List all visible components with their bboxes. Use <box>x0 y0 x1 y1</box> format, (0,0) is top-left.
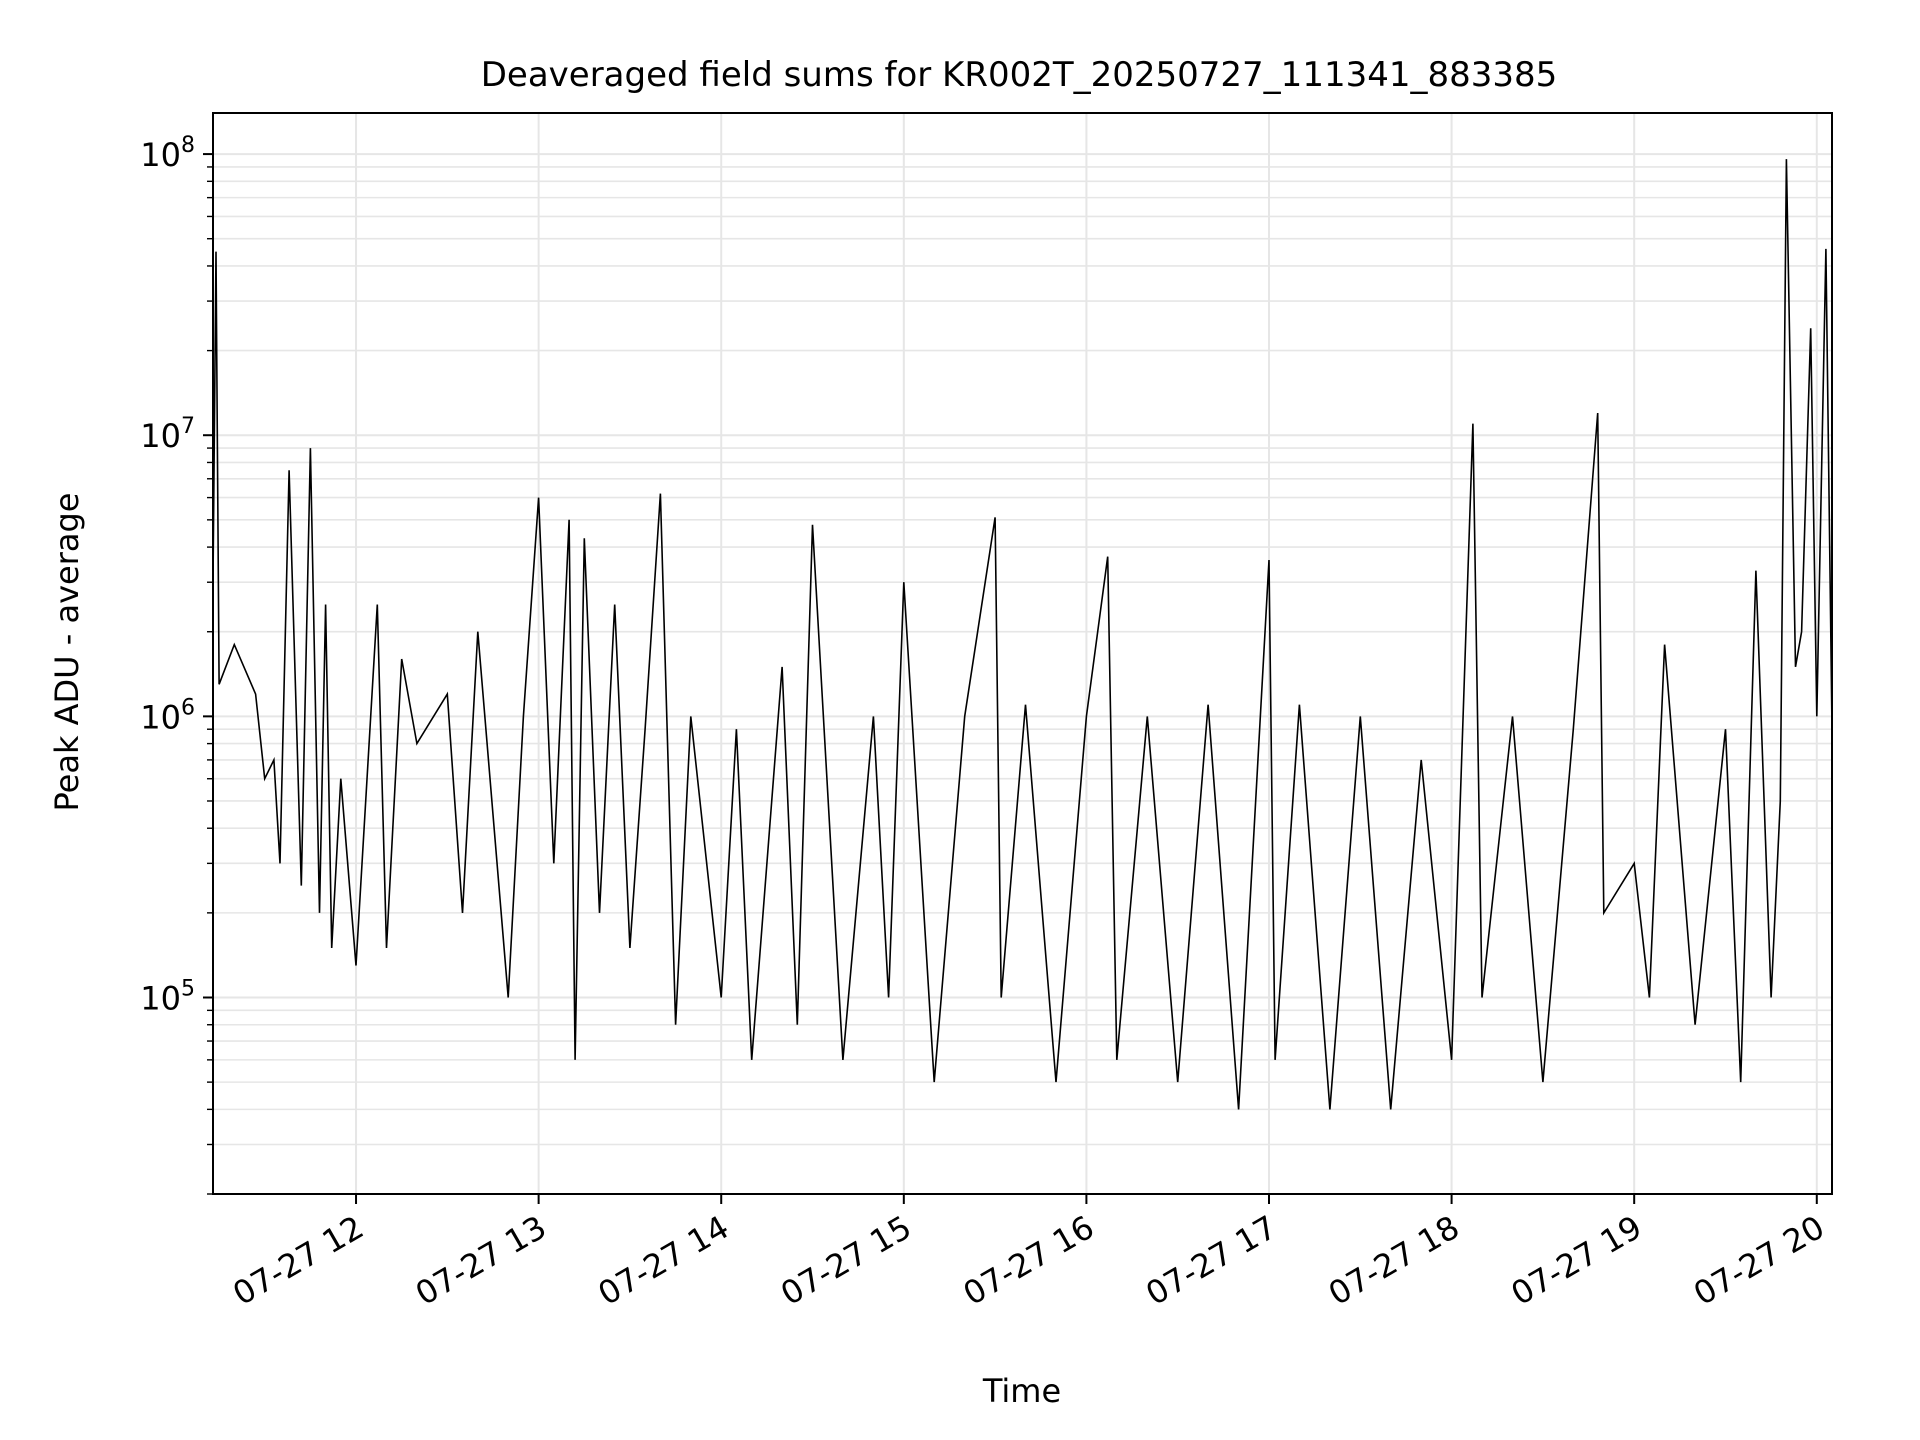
plot-area <box>212 112 1833 1195</box>
x-axis-label: Time <box>982 1372 1061 1410</box>
y-tick-label: 105 <box>140 976 195 1017</box>
y-tick-label: 108 <box>140 133 195 174</box>
series-line <box>212 159 1833 1110</box>
y-axis: 105 106 107 108 <box>140 133 213 1195</box>
plot-frame <box>212 112 1833 1195</box>
y-axis-label: Peak ADU - average <box>48 493 86 812</box>
chart-title: Deaveraged field sums for KR002T_2025072… <box>481 55 1558 95</box>
y-tick-label: 107 <box>140 414 195 455</box>
y-tick-label: 106 <box>140 695 195 736</box>
series-layer <box>212 159 1833 1110</box>
